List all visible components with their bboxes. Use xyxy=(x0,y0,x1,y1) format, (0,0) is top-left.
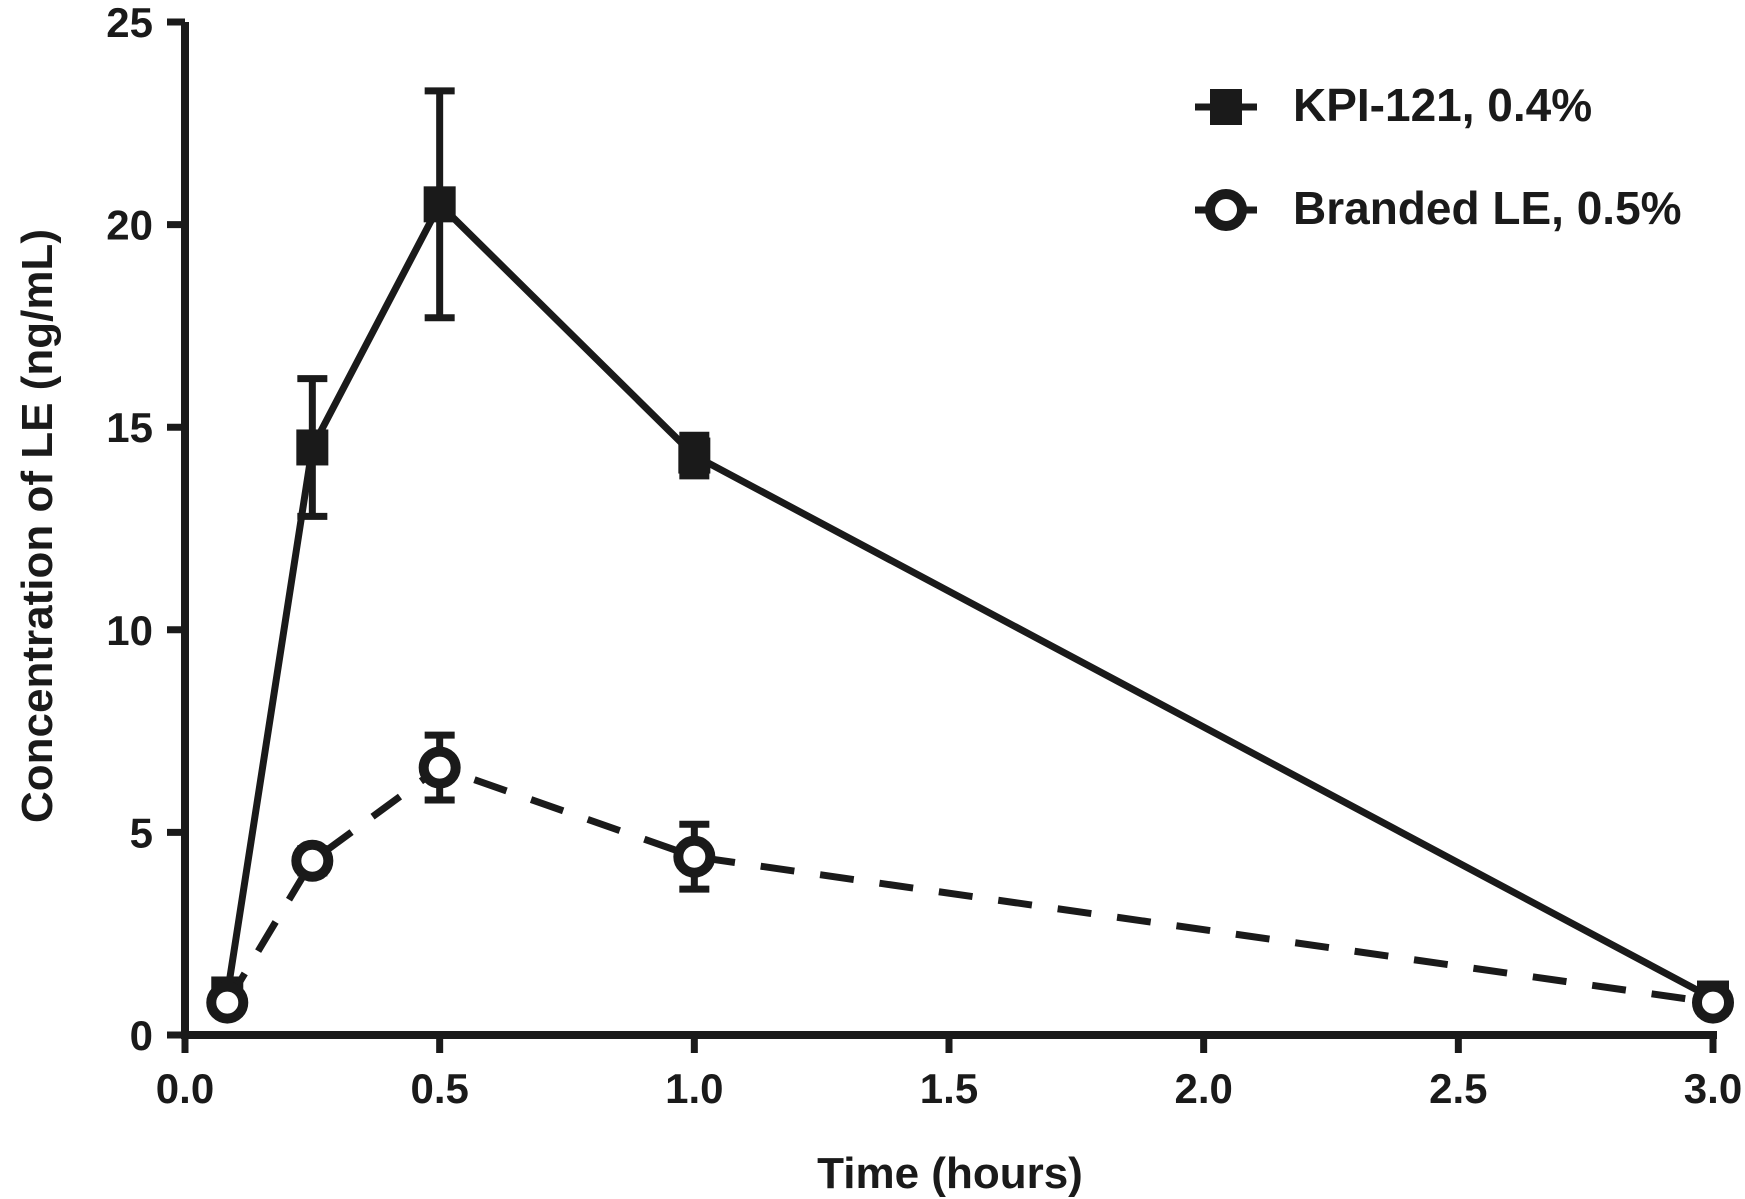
series-layer xyxy=(206,87,1734,1024)
legend-marker-kpi-121 xyxy=(1210,89,1242,125)
data-point xyxy=(678,437,711,474)
legend-label-kpi-121: KPI-121, 0.4% xyxy=(1293,79,1592,131)
y-tick-label: 0 xyxy=(130,1012,153,1059)
data-point xyxy=(296,429,329,466)
legend: KPI-121, 0.4% Branded LE, 0.5% xyxy=(1195,79,1682,234)
x-tick-label: 1.5 xyxy=(920,1065,978,1112)
data-point xyxy=(291,839,334,882)
x-tick-label: 2.0 xyxy=(1174,1065,1232,1112)
x-tick-label: 2.5 xyxy=(1429,1065,1487,1112)
data-point xyxy=(418,746,461,789)
data-point xyxy=(206,981,249,1024)
series-line xyxy=(223,198,1715,1002)
y-tick-label: 5 xyxy=(130,809,153,856)
legend-marker-branded-le xyxy=(1205,189,1247,231)
x-tick-label: 3.0 xyxy=(1684,1065,1742,1112)
legend-label-branded-le: Branded LE, 0.5% xyxy=(1293,182,1682,234)
x-tick-label: 0.5 xyxy=(410,1065,468,1112)
data-point xyxy=(1692,981,1734,1024)
series-branded-le xyxy=(206,731,1734,1024)
data-point xyxy=(673,835,716,878)
legend-item-kpi-121: KPI-121, 0.4% xyxy=(1195,79,1592,131)
x-tick-label: 0.0 xyxy=(156,1065,214,1112)
y-axis-title: Concentration of LE (ng/mL) xyxy=(13,229,62,823)
y-tick-label: 25 xyxy=(106,0,153,46)
x-axis-title: Time (hours) xyxy=(817,1149,1083,1198)
axes: 0 5 10 15 20 25 0.0 0.5 1.0 1.5 2.0 2.5 3.0 xyxy=(106,0,1742,1112)
y-tick-label: 20 xyxy=(106,202,153,249)
legend-item-branded-le: Branded LE, 0.5% xyxy=(1195,182,1682,234)
y-tick-label: 10 xyxy=(106,607,153,654)
y-tick-label: 15 xyxy=(106,404,153,451)
data-point xyxy=(423,186,456,223)
x-tick-label: 1.0 xyxy=(665,1065,723,1112)
